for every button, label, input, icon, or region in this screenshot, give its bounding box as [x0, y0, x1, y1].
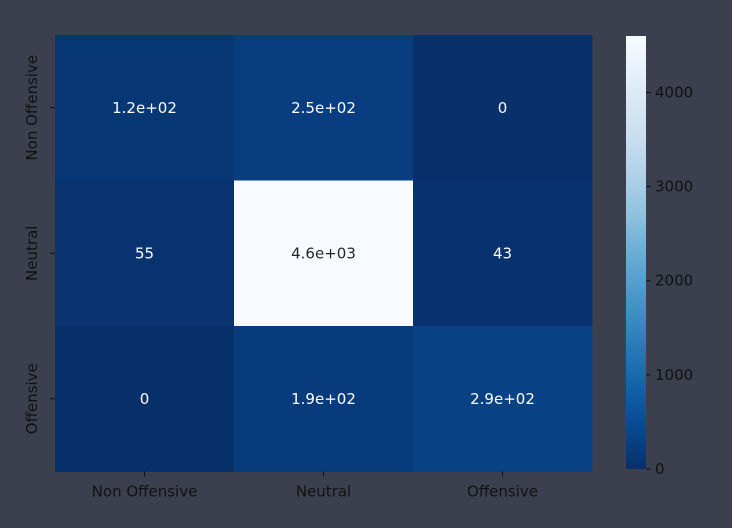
- x-tick-label: Neutral: [296, 483, 351, 501]
- heatmap-cell: [234, 180, 414, 327]
- colorbar-tick-label: 2000: [655, 272, 693, 290]
- y-tick-label: Offensive: [23, 363, 41, 434]
- colorbar-tick-label: 0: [655, 460, 665, 478]
- cell-annotation: 0: [498, 99, 508, 117]
- cell-annotation: 1.9e+02: [291, 390, 356, 408]
- colorbar-tick-label: 3000: [655, 178, 693, 196]
- y-axis-ticks: Non Offensive Neutral Offensive: [23, 55, 55, 434]
- cell-annotation: 43: [493, 244, 512, 262]
- heatmap-cells: [55, 35, 593, 472]
- heatmap-cell: [55, 180, 235, 327]
- x-axis-ticks: Non Offensive Neutral Offensive: [92, 471, 538, 501]
- cell-annotation: 4.6e+03: [291, 244, 356, 262]
- cell-annotation: 55: [135, 244, 154, 262]
- cell-annotation: 2.5e+02: [291, 99, 356, 117]
- cell-annotation: 1.2e+02: [112, 99, 177, 117]
- y-tick-label: Neutral: [23, 226, 41, 281]
- heatmap-cell: [413, 35, 593, 181]
- cell-annotation: 0: [140, 390, 150, 408]
- cell-annotations: 1.2e+02 2.5e+02 0 55 4.6e+03 43 0 1.9e+02 2.9e+0…: [112, 99, 535, 408]
- colorbar-ticks: 0 1000 2000 3000 4000: [646, 83, 693, 478]
- cell-annotation: 2.9e+02: [470, 390, 535, 408]
- heatmap-cell: [413, 180, 593, 327]
- heatmap-cell: [413, 326, 593, 472]
- x-tick-label: Non Offensive: [92, 483, 198, 501]
- heatmap-cell: [234, 35, 414, 181]
- y-tick-label: Non Offensive: [23, 55, 41, 161]
- colorbar-tick-label: 1000: [655, 366, 693, 384]
- colorbar: [626, 36, 646, 469]
- colorbar-gradient: [626, 36, 646, 469]
- heatmap-cell: [55, 326, 235, 472]
- heatmap-cell: [55, 35, 235, 181]
- heatmap-cell: [234, 326, 414, 472]
- colorbar-tick-label: 4000: [655, 83, 693, 101]
- x-tick-label: Offensive: [467, 483, 538, 501]
